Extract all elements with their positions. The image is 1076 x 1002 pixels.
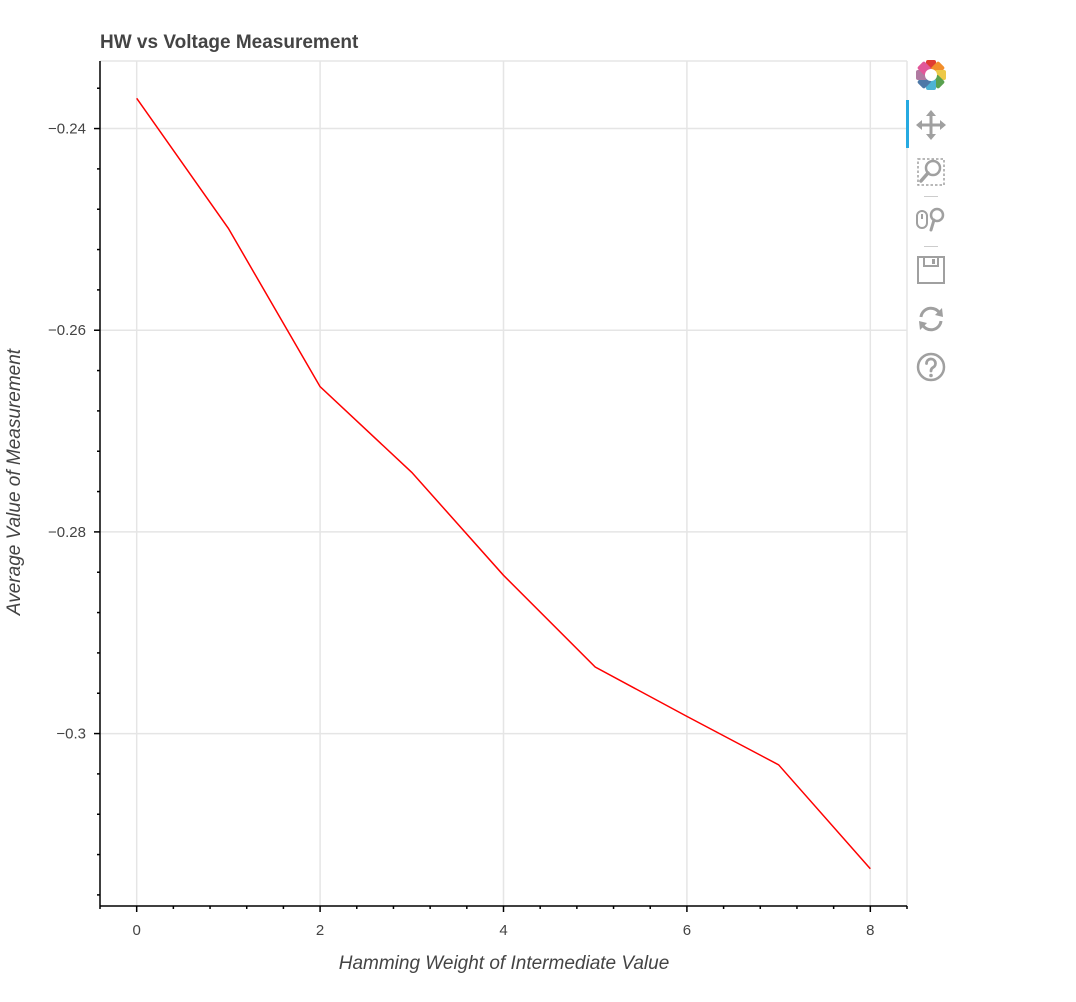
toolbar-divider: [924, 196, 938, 197]
x-tick-label: 8: [866, 922, 874, 939]
x-tick-label: 4: [499, 922, 507, 939]
save-icon[interactable]: [914, 253, 948, 287]
y-tick-label: −0.24: [48, 121, 86, 138]
x-axis-label: Hamming Weight of Intermediate Value: [339, 953, 670, 974]
toolbar: [906, 56, 956, 396]
y-tick-label: −0.28: [48, 524, 86, 541]
x-tick-label: 0: [133, 922, 141, 939]
y-tick-label: −0.3: [56, 726, 86, 743]
y-axis-label: Average Value of Measurement: [4, 348, 25, 616]
bokeh-logo-icon[interactable]: [914, 58, 948, 92]
x-tick-label: 2: [316, 922, 324, 939]
series-line: [136, 97, 871, 870]
help-icon[interactable]: [914, 350, 948, 384]
axes: [94, 61, 908, 912]
reset-icon[interactable]: [914, 302, 948, 336]
series: [136, 97, 871, 870]
active-tool-indicator: [906, 100, 909, 148]
tick-labels: 0 2 4 6 8 −0.24 −0.26 −0.28 −0.3: [48, 121, 874, 939]
grid: [100, 60, 908, 906]
wheel-zoom-icon[interactable]: [914, 203, 948, 237]
pan-icon[interactable]: [914, 108, 948, 142]
toolbar-divider: [924, 246, 938, 247]
x-tick-label: 6: [683, 922, 691, 939]
y-tick-label: −0.26: [48, 322, 86, 339]
box-zoom-icon[interactable]: [914, 155, 948, 189]
chart-title: HW vs Voltage Measurement: [100, 32, 359, 53]
